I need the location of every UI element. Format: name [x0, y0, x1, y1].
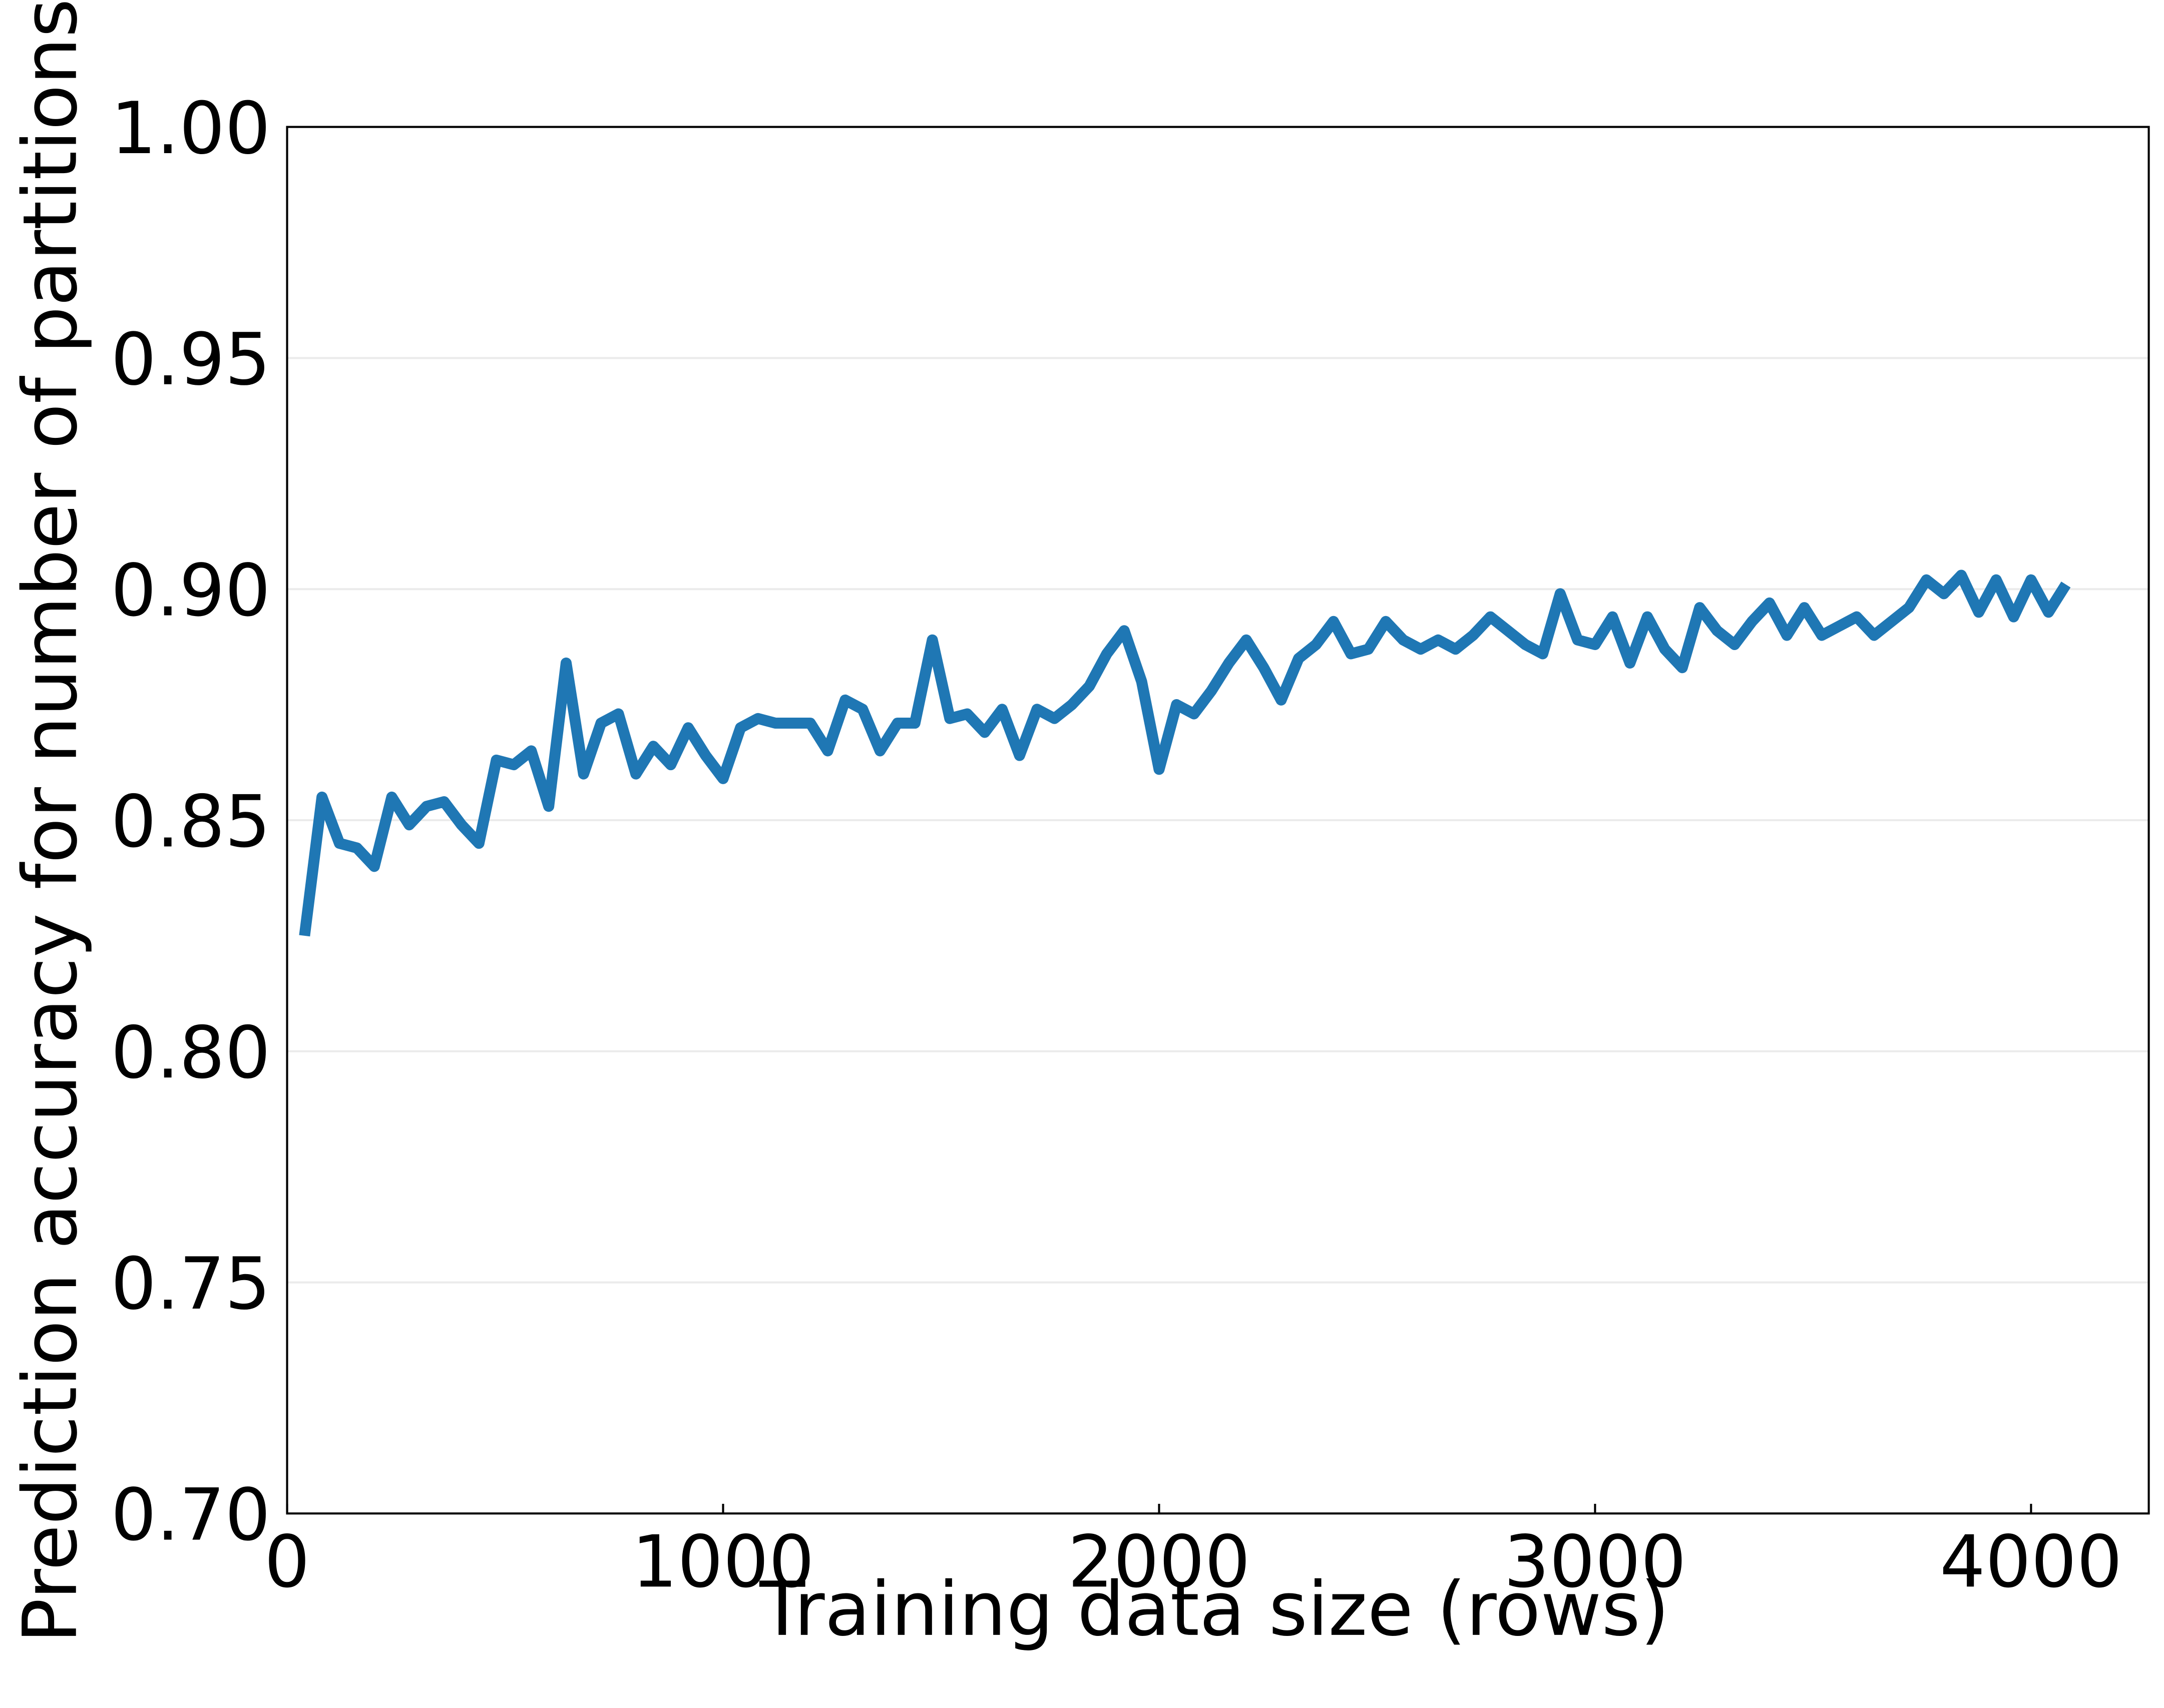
- x-tick-label: 1000: [632, 1520, 814, 1603]
- x-tick-label: 3000: [1504, 1520, 1686, 1603]
- data-line: [299, 570, 2071, 937]
- y-axis-label: Prediction accuracy for number of partit…: [8, 0, 94, 1643]
- x-tick-label: 0: [264, 1520, 310, 1603]
- y-tick-label: 0.90: [111, 549, 270, 633]
- y-tick-label: 1.00: [111, 87, 270, 170]
- y-tick-label: 0.75: [111, 1242, 270, 1326]
- y-tick-label: 0.80: [111, 1011, 270, 1094]
- x-tick-label: 4000: [1940, 1520, 2122, 1603]
- y-tick-label: 0.70: [111, 1473, 270, 1557]
- y-tick-label: 0.95: [111, 318, 270, 401]
- x-axis-label: Training data size (rows): [759, 1566, 1669, 1653]
- y-tick-label: 0.85: [111, 780, 270, 863]
- x-tick-label: 2000: [1068, 1520, 1250, 1603]
- plot-frame: [286, 126, 2150, 1515]
